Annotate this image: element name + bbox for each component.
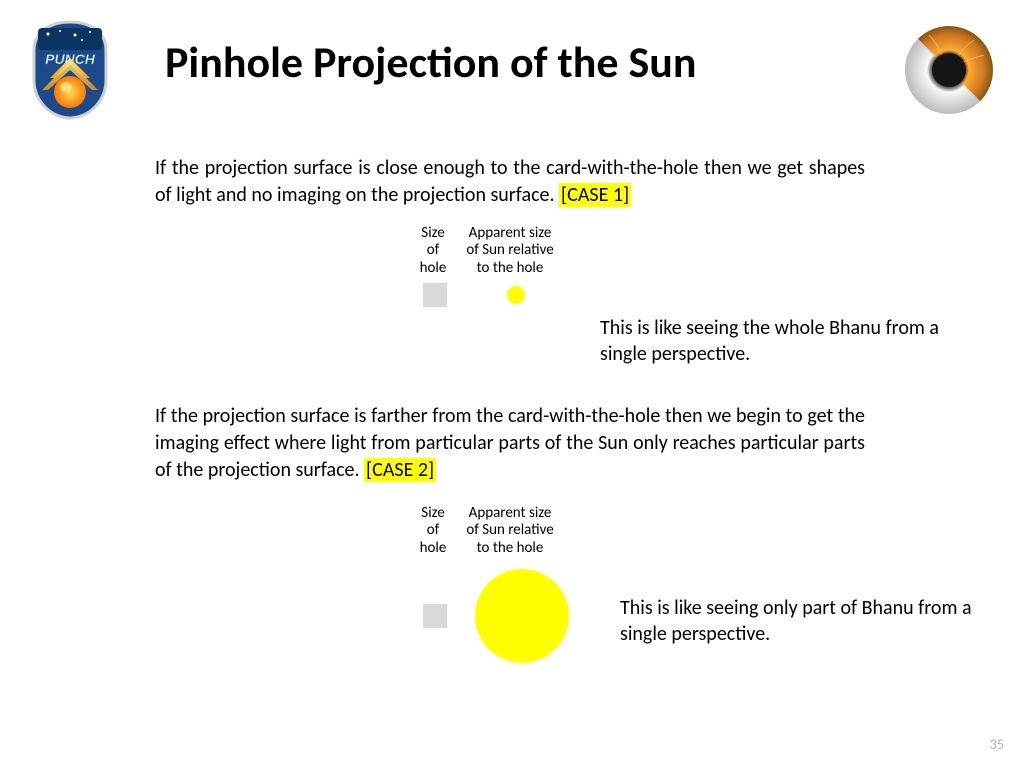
case1-tag: [CASE 1] bbox=[559, 183, 631, 207]
note-case1: This is like seeing the whole Bhanu from… bbox=[600, 315, 980, 367]
hole-square-2 bbox=[423, 604, 447, 628]
punch-logo: PUNCH bbox=[30, 20, 110, 120]
label-sun-1: Apparent size of Sun relative to the hol… bbox=[457, 225, 563, 277]
diagram-case2: Size of hole Apparent size of Sun relati… bbox=[395, 505, 595, 663]
sun-circle-2 bbox=[475, 569, 569, 663]
label-hole-2: Size of hole bbox=[415, 505, 451, 557]
paragraph-case2: If the projection surface is farther fro… bbox=[155, 403, 865, 484]
paragraph-case1: If the projection surface is close enoug… bbox=[155, 155, 865, 209]
case2-tag: [CASE 2] bbox=[364, 458, 436, 482]
diagram-case1: Size of hole Apparent size of Sun relati… bbox=[415, 225, 575, 307]
eclipse-logo bbox=[904, 25, 994, 115]
note-case2: This is like seeing only part of Bhanu f… bbox=[620, 595, 1000, 647]
para1-text: If the projection surface is close enoug… bbox=[155, 156, 865, 207]
slide-title: Pinhole Projection of the Sun bbox=[165, 35, 696, 89]
label-sun-2: Apparent size of Sun relative to the hol… bbox=[457, 505, 563, 557]
sun-circle-1 bbox=[507, 286, 525, 304]
page-number: 35 bbox=[990, 736, 1004, 753]
hole-square-1 bbox=[423, 283, 447, 307]
para2-text: If the projection surface is farther fro… bbox=[155, 404, 865, 482]
label-hole-1: Size of hole bbox=[415, 225, 451, 277]
